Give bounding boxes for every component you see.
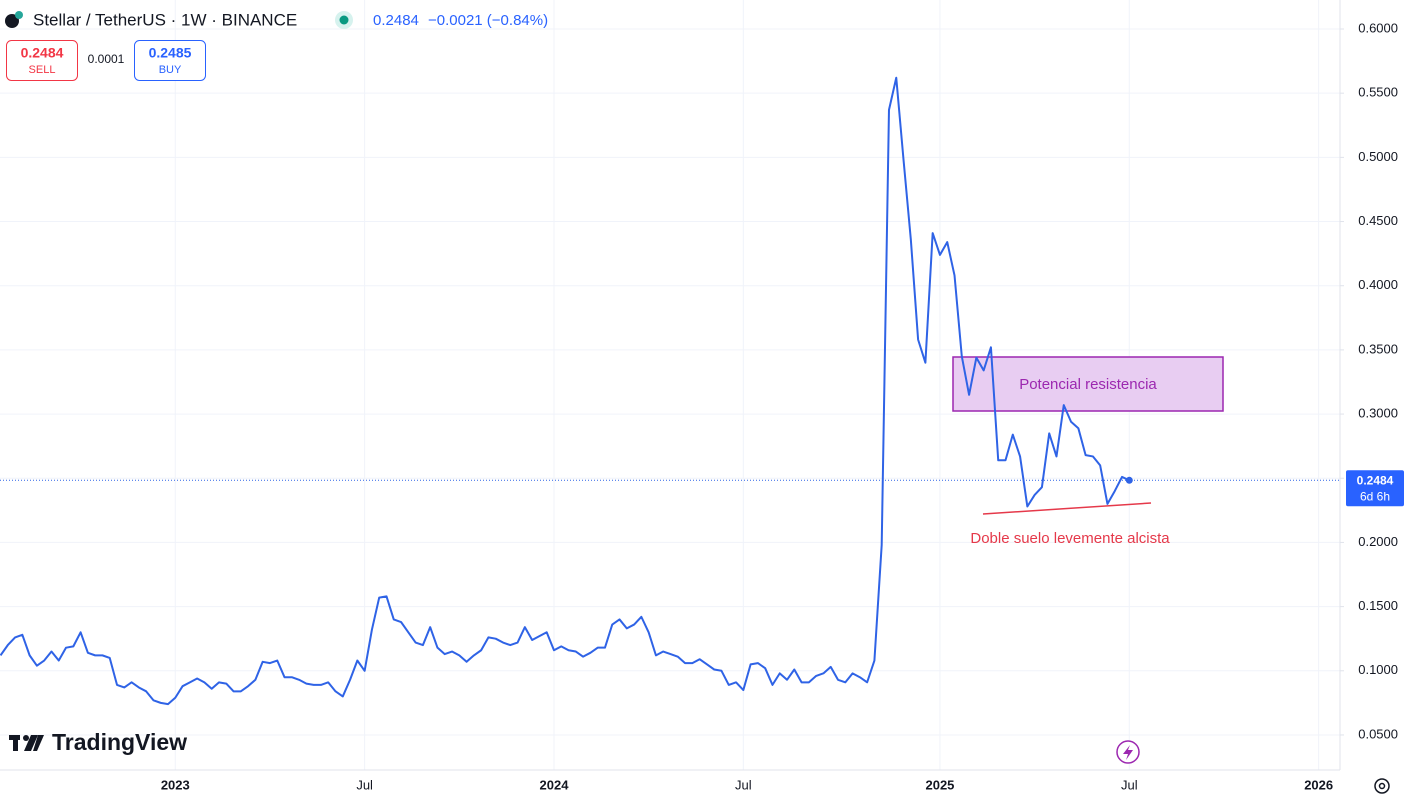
events-icon-bolt — [1123, 745, 1133, 760]
settings-icon-core — [1378, 782, 1386, 790]
price-tag-countdown: 6d 6h — [1360, 489, 1390, 503]
x-tick-label: 2025 — [925, 777, 954, 792]
status-dot — [339, 15, 349, 25]
resistance-zone — [952, 356, 1224, 412]
y-tick-label: 0.4500 — [1358, 213, 1398, 228]
last-point — [1125, 476, 1133, 484]
price-line — [0, 76, 1130, 706]
sell-button[interactable] — [6, 40, 78, 81]
brand-logo — [9, 735, 44, 751]
header-price: 0.2484 — [373, 12, 419, 29]
buy-button[interactable] — [134, 40, 206, 81]
buy-price: 0.2485 — [149, 45, 192, 61]
y-tick-label: 0.1500 — [1358, 598, 1398, 613]
x-tick-label: 2024 — [540, 777, 570, 792]
x-tick-label: Jul — [356, 777, 373, 792]
x-tick-label: 2026 — [1304, 777, 1333, 792]
x-tick-label: Jul — [735, 777, 752, 792]
resistance-label: Potencial resistencia — [1019, 376, 1157, 393]
price-tag-value: 0.2484 — [1357, 473, 1394, 487]
y-tick-label: 0.1000 — [1358, 662, 1398, 677]
sell-label: SELL — [29, 64, 56, 76]
brand-name: TradingView — [52, 729, 187, 755]
x-tick-label: Jul — [1121, 777, 1138, 792]
price-tag — [1346, 470, 1404, 507]
y-tick-label: 0.5000 — [1358, 149, 1398, 164]
y-tick-label: 0.3500 — [1358, 341, 1398, 356]
header-change: −0.0021 (−0.84%) — [428, 12, 548, 29]
support-label: Doble suelo levemente alcista — [970, 530, 1170, 547]
y-tick-label: 0.6000 — [1358, 20, 1398, 35]
x-tick-label: 2023 — [161, 777, 190, 792]
y-tick-label: 0.0500 — [1358, 726, 1398, 741]
y-tick-label: 0.5500 — [1358, 85, 1398, 100]
y-tick-label: 0.3000 — [1358, 406, 1398, 421]
sell-price: 0.2484 — [21, 45, 64, 61]
series — [0, 76, 1340, 706]
symbol-icon — [5, 14, 19, 28]
symbol-icon-badge — [15, 11, 23, 19]
support-trendline — [982, 502, 1152, 515]
buy-label: BUY — [159, 64, 182, 76]
y-tick-label: 0.4000 — [1358, 277, 1398, 292]
spread: 0.0001 — [88, 52, 125, 66]
symbol-title: Stellar / TetherUS · 1W · BINANCE — [33, 10, 297, 29]
settings-icon[interactable] — [1374, 778, 1390, 794]
y-tick-label: 0.2000 — [1358, 534, 1398, 549]
